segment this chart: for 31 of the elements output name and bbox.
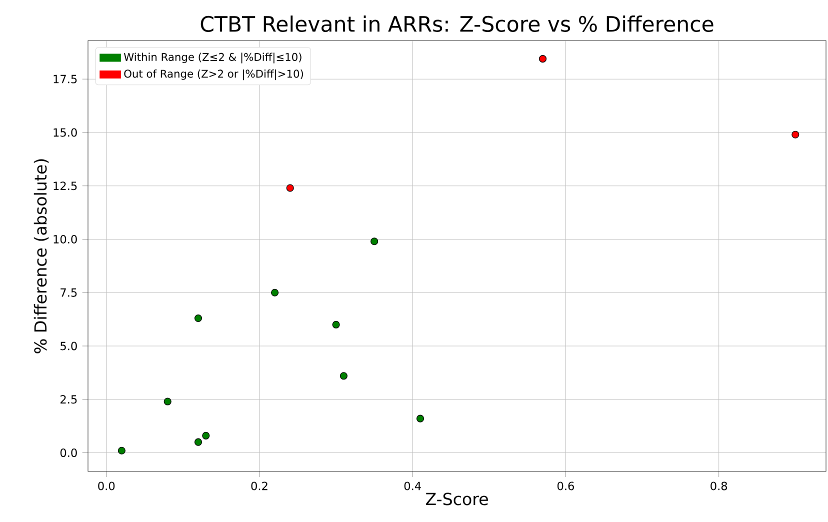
point [538, 55, 547, 63]
legend-label: Within Range (Z≤2 & |%Diff|≤10) [124, 52, 302, 64]
x-tick-label: 0.6 [557, 482, 574, 490]
y-tick-label: 15.0 [54, 128, 77, 137]
legend-label: Out of Range (Z>2 or |%Diff|>10) [124, 69, 304, 80]
point [194, 314, 202, 322]
point [271, 288, 279, 296]
point [332, 320, 340, 328]
point [164, 398, 172, 406]
point [340, 372, 348, 380]
y-tick-label: 12.5 [54, 182, 77, 190]
point [118, 446, 126, 454]
y-tick-label: 17.5 [54, 74, 77, 84]
point [792, 130, 800, 138]
y-tick-label: 10.0 [54, 234, 77, 244]
x-axis-title: Z-Score [426, 492, 488, 506]
y-axis-title: % Difference (absolute) [34, 159, 49, 354]
chart-title: CTBT Relevant in ARRs: Z-Score vs % Difference [200, 16, 714, 32]
x-tick-label: 0.4 [404, 482, 421, 490]
point [416, 414, 424, 422]
y-tick-label: 7.5 [60, 288, 77, 297]
x-tick-label: 0.2 [251, 482, 268, 490]
point [194, 438, 202, 446]
x-tick-label: 0.0 [98, 482, 115, 490]
y-tick-label: 2.5 [60, 395, 77, 404]
y-tick-label: 5.0 [60, 342, 77, 350]
point [286, 184, 294, 192]
x-tick-label: 0.8 [710, 482, 728, 490]
point [202, 432, 210, 440]
y-tick-label: 0.0 [60, 448, 77, 458]
point [370, 238, 378, 246]
